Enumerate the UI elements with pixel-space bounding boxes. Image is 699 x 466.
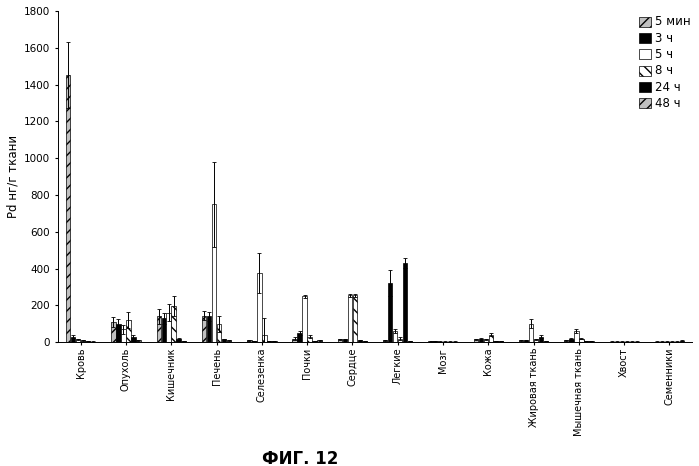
Bar <box>589 341 593 342</box>
Bar <box>679 341 684 342</box>
Bar <box>544 341 548 342</box>
Bar <box>257 273 261 342</box>
Bar <box>166 313 171 342</box>
Bar <box>308 336 312 342</box>
Bar <box>202 315 206 342</box>
Bar <box>408 341 412 342</box>
Bar <box>352 295 357 342</box>
Bar <box>212 204 216 342</box>
Bar <box>207 316 211 342</box>
Bar <box>574 331 579 342</box>
Bar <box>272 341 277 342</box>
Bar <box>116 324 121 342</box>
Y-axis label: Pd нг/г ткани: Pd нг/г ткани <box>7 135 20 218</box>
Bar <box>579 338 584 342</box>
Bar <box>127 320 131 342</box>
Bar <box>383 340 387 342</box>
Bar <box>393 331 398 342</box>
Bar <box>303 296 307 342</box>
Legend: 5 мин, 3 ч, 5 ч, 8 ч, 24 ч, 48 ч: 5 мин, 3 ч, 5 ч, 8 ч, 24 ч, 48 ч <box>637 13 693 112</box>
Bar <box>519 340 524 342</box>
Bar <box>403 263 408 342</box>
Bar <box>81 340 85 342</box>
Bar <box>161 318 166 342</box>
Bar <box>131 336 136 342</box>
Bar <box>338 339 343 342</box>
Bar <box>489 335 493 342</box>
Bar <box>171 306 176 342</box>
Text: ФИГ. 12: ФИГ. 12 <box>262 450 339 466</box>
Bar <box>529 324 533 342</box>
Bar <box>428 341 433 342</box>
Bar <box>222 339 226 342</box>
Bar <box>317 340 322 342</box>
Bar <box>76 339 80 342</box>
Bar <box>358 340 362 342</box>
Bar <box>86 341 90 342</box>
Bar <box>297 333 302 342</box>
Bar <box>539 336 543 342</box>
Bar <box>176 338 181 342</box>
Bar <box>347 295 352 342</box>
Bar <box>484 339 488 342</box>
Bar <box>388 283 392 342</box>
Bar <box>363 341 367 342</box>
Bar <box>564 340 568 342</box>
Bar <box>247 340 252 342</box>
Bar <box>71 336 75 342</box>
Bar <box>584 341 589 342</box>
Bar <box>226 340 231 342</box>
Bar <box>111 322 116 342</box>
Bar <box>262 335 266 342</box>
Bar <box>398 338 403 342</box>
Bar <box>66 75 71 342</box>
Bar <box>473 339 478 342</box>
Bar <box>343 339 347 342</box>
Bar <box>569 338 574 342</box>
Bar <box>121 329 126 342</box>
Bar <box>217 324 222 342</box>
Bar <box>493 341 498 342</box>
Bar <box>157 316 161 342</box>
Bar <box>433 341 438 342</box>
Bar <box>292 338 297 342</box>
Bar <box>534 339 538 342</box>
Bar <box>252 341 257 342</box>
Bar <box>267 341 271 342</box>
Bar <box>136 340 140 342</box>
Bar <box>524 340 528 342</box>
Bar <box>498 341 503 342</box>
Bar <box>312 341 317 342</box>
Bar <box>479 338 483 342</box>
Bar <box>182 341 186 342</box>
